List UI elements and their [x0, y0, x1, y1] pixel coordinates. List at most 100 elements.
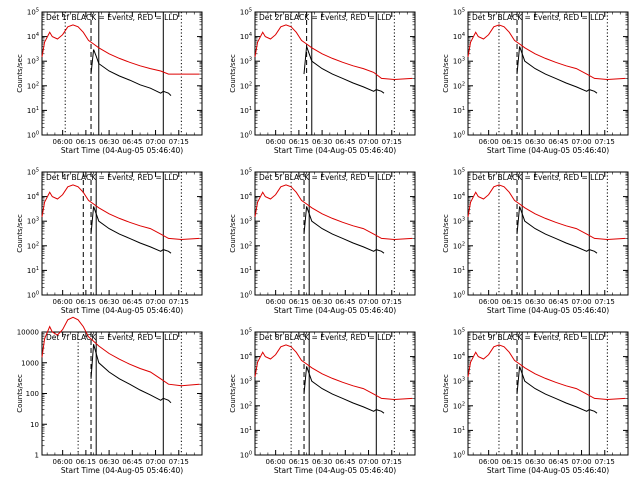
x-tick-label: 06:15 [502, 298, 522, 306]
y-tick-label: 103 [27, 57, 39, 66]
y-tick-label: 105 [240, 8, 252, 17]
y-tick-label: 100 [27, 291, 39, 300]
plot-frame [254, 11, 416, 136]
x-tick-label: 06:15 [76, 298, 96, 306]
x-tick-label: 06:45 [548, 458, 568, 466]
y-tick-label: 105 [453, 168, 465, 177]
y-tick-label: 101 [27, 266, 39, 275]
x-axis-label: Start Time (04-Aug-05 05:46:40) [274, 466, 396, 475]
y-tick-label: 104 [27, 32, 39, 41]
x-tick-label: 07:00 [358, 138, 378, 146]
y-tick-label: 102 [240, 81, 252, 90]
chart-panel: 1 10 100 1000 10000 06:00 06:15 06:30 06:45 07:00… [16, 316, 203, 475]
x-tick-label: 07:15 [382, 298, 402, 306]
y-axis-label: Counts/sec [16, 214, 24, 253]
y-tick-label: 1000 [21, 359, 39, 367]
y-tick-label: 104 [240, 352, 252, 361]
x-tick-label: 06:00 [266, 138, 286, 146]
x-tick-label: 06:00 [479, 298, 499, 306]
y-tick-label: 102 [453, 241, 465, 250]
lld-series-line [41, 316, 200, 387]
x-tick-label: 07:00 [145, 458, 165, 466]
x-tick-label: 06:15 [76, 458, 96, 466]
x-axis-label: Start Time (04-Aug-05 05:46:40) [274, 146, 396, 155]
panel-title: Det 3f BLACK = Events, RED = LLD [472, 13, 605, 22]
x-axis-label: Start Time (04-Aug-05 05:46:40) [274, 306, 396, 315]
y-tick-label: 103 [240, 377, 252, 386]
y-tick-label: 102 [453, 81, 465, 90]
x-tick-label: 07:15 [595, 138, 615, 146]
y-tick-label: 100 [240, 291, 252, 300]
events-series-line [516, 366, 598, 414]
lld-series-line [467, 184, 626, 241]
y-tick-label: 100 [453, 291, 465, 300]
y-tick-label: 1 [35, 452, 39, 460]
x-tick-label: 06:45 [122, 298, 142, 306]
x-tick-label: 06:15 [289, 138, 309, 146]
y-tick-label: 104 [240, 192, 252, 201]
y-tick-label: 105 [240, 168, 252, 177]
events-series-line [303, 366, 385, 414]
y-tick-label: 104 [453, 192, 465, 201]
y-tick-label: 103 [27, 217, 39, 226]
x-tick-label: 07:15 [382, 138, 402, 146]
plot-frame [41, 11, 203, 136]
y-tick-label: 104 [27, 192, 39, 201]
y-tick-label: 105 [453, 328, 465, 337]
events-series-line [516, 46, 598, 94]
panel-title: Det 8f BLACK = Events, RED = LLD [259, 333, 392, 342]
panel-title: Det 2f BLACK = Events, RED = LLD [259, 13, 392, 22]
x-tick-label: 07:15 [169, 138, 189, 146]
y-axis-label: Counts/sec [229, 54, 237, 93]
y-tick-label: 101 [240, 106, 252, 115]
x-tick-label: 07:00 [358, 298, 378, 306]
plot-frame [467, 331, 629, 456]
x-tick-label: 07:00 [145, 138, 165, 146]
x-tick-label: 06:45 [335, 458, 355, 466]
x-tick-label: 07:00 [358, 458, 378, 466]
lld-series-line [254, 344, 413, 401]
plot-frame [254, 171, 416, 296]
plot-frame [41, 171, 203, 296]
panel-title: Det 1f BLACK = Events, RED = LLD [46, 13, 179, 22]
y-tick-label: 101 [453, 266, 465, 275]
x-axis-label: Start Time (04-Aug-05 05:46:40) [487, 466, 609, 475]
x-tick-label: 07:00 [145, 298, 165, 306]
x-tick-label: 06:30 [525, 298, 545, 306]
plot-frame [467, 171, 629, 296]
y-tick-label: 103 [453, 217, 465, 226]
x-tick-label: 06:30 [312, 298, 332, 306]
x-tick-label: 07:15 [595, 298, 615, 306]
y-tick-label: 105 [240, 328, 252, 337]
x-tick-label: 06:45 [122, 458, 142, 466]
x-tick-label: 07:15 [169, 298, 189, 306]
x-tick-label: 06:30 [99, 298, 119, 306]
lld-series-line [467, 344, 626, 401]
y-tick-label: 102 [240, 401, 252, 410]
y-tick-label: 101 [453, 106, 465, 115]
events-series-line [90, 206, 172, 254]
x-tick-label: 06:45 [548, 298, 568, 306]
y-axis-label: Counts/sec [229, 374, 237, 413]
y-tick-label: 10000 [17, 329, 39, 337]
x-tick-label: 06:00 [479, 458, 499, 466]
y-tick-label: 102 [240, 241, 252, 250]
y-tick-label: 102 [453, 401, 465, 410]
y-tick-label: 103 [453, 377, 465, 386]
y-tick-label: 100 [27, 131, 39, 140]
x-tick-label: 06:15 [289, 298, 309, 306]
y-tick-label: 103 [240, 57, 252, 66]
x-tick-label: 06:00 [53, 458, 73, 466]
y-tick-label: 105 [27, 168, 39, 177]
y-tick-label: 104 [240, 32, 252, 41]
panel-title: Det 6f BLACK = Events, RED = LLD [472, 173, 605, 182]
y-tick-label: 100 [26, 390, 39, 398]
x-axis-label: Start Time (04-Aug-05 05:46:40) [61, 466, 183, 475]
y-tick-label: 104 [453, 352, 465, 361]
x-tick-label: 06:45 [335, 298, 355, 306]
